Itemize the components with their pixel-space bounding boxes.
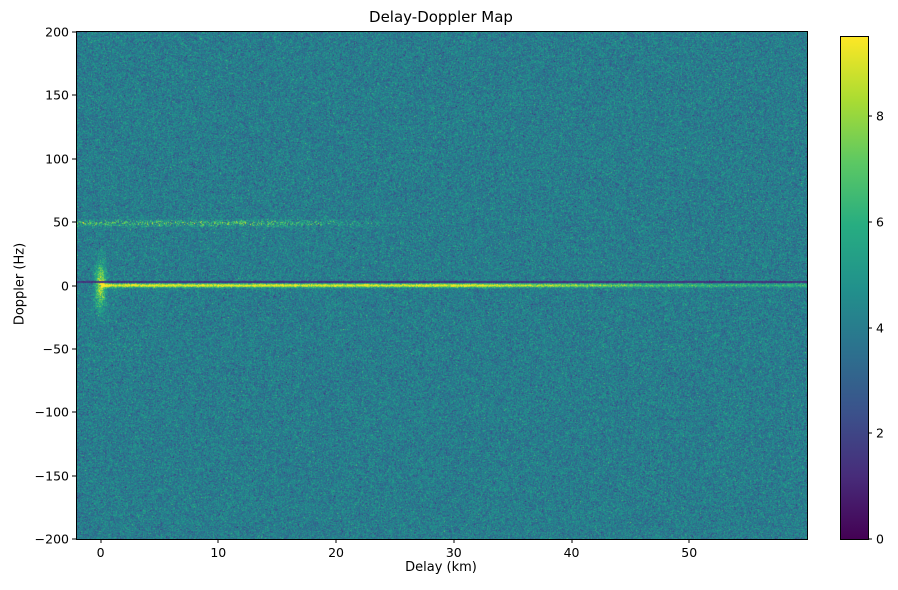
colorbar-tick-label: 0 (876, 531, 884, 547)
x-tick-label: 0 (96, 545, 105, 560)
y-tick-label: 0 (61, 278, 69, 293)
y-tick-label: 150 (45, 87, 69, 103)
x-axis-label: Delay (km) (405, 560, 477, 575)
y-tick-label: −150 (34, 468, 69, 484)
colorbar-tick-label: 6 (876, 214, 884, 230)
colorbar-tick-mark (868, 115, 872, 117)
x-tick-mark (100, 539, 102, 543)
colorbar: 0 2 4 6 8 (840, 36, 884, 547)
y-tick-label: 50 (53, 214, 69, 230)
chart-title: Delay-Doppler Map (369, 8, 513, 26)
colorbar-tick-mark (868, 327, 872, 329)
y-tick-label: −100 (34, 404, 69, 420)
y-tick-label: −50 (42, 341, 69, 357)
y-tick-mark (72, 94, 76, 96)
y-tick-label: 200 (45, 24, 69, 40)
colorbar-tick-mark (868, 538, 872, 540)
y-tick-label: 100 (45, 151, 69, 167)
x-tick-label: 20 (328, 545, 344, 560)
colorbar-tick-label: 2 (876, 425, 884, 441)
y-tick-mark (72, 411, 76, 413)
x-tick-label: 10 (210, 545, 227, 560)
x-tick-mark (453, 539, 455, 543)
colorbar-tick-label: 4 (876, 320, 884, 336)
x-tick-label: 40 (563, 545, 580, 560)
colorbar-tick-mark (868, 432, 872, 434)
y-tick-mark (72, 475, 76, 477)
heatmap-canvas (77, 32, 807, 539)
x-tick-label: 50 (681, 545, 698, 560)
y-axis-label: Doppler (Hz) (12, 242, 28, 326)
y-tick-mark (72, 221, 76, 223)
x-tick-mark (217, 539, 219, 543)
x-tick-label: 30 (445, 545, 462, 560)
y-tick-mark (72, 538, 76, 540)
y-tick-label: −200 (34, 531, 69, 547)
colorbar-tick-label: 8 (876, 108, 884, 124)
y-tick-mark (72, 285, 76, 286)
y-tick-mark (72, 158, 76, 160)
y-tick-mark (72, 348, 76, 350)
y-tick-mark (72, 31, 76, 33)
x-tick-mark (571, 539, 573, 543)
colorbar-gradient (841, 37, 868, 539)
x-tick-mark (335, 539, 337, 543)
plot-area: 0 10 20 30 40 50 200 150 100 50 0 −50 −100 −150 −200 (35, 25, 808, 560)
colorbar-tick-mark (868, 221, 872, 223)
x-tick-mark (688, 539, 690, 543)
